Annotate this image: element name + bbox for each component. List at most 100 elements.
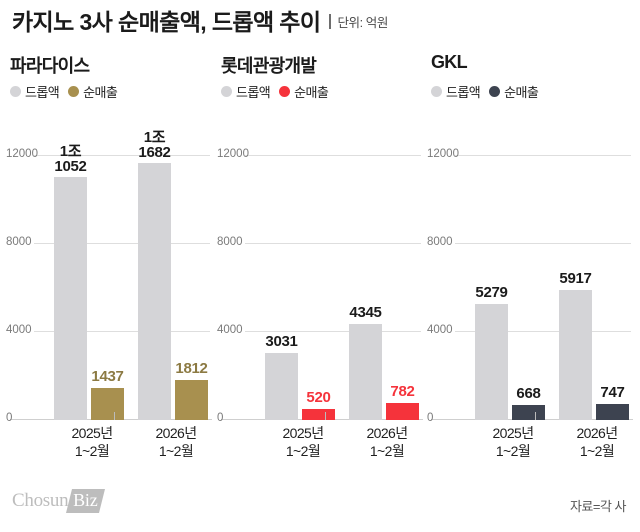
legend-label: 순매출 [294,85,329,100]
bar-net[interactable]: 520 [302,390,335,420]
bar-value-label: 5279 [475,284,508,301]
axis-tick-icon [325,412,326,420]
bar-drop[interactable]: 5279 [475,285,508,420]
legend-dot-icon [10,86,21,97]
legend-label: 순매출 [504,85,539,100]
bar-net[interactable]: 782 [386,384,419,420]
y-tick-label: 8000 [217,236,243,248]
bar-value-label: 1조 1052 [54,143,87,175]
bar-drop[interactable]: 3031 [265,334,298,420]
gridline-12000 [34,155,210,156]
x-label-2025: 2025년 1~2월 [282,425,324,459]
x-label-2026: 2026년 1~2월 [366,425,408,459]
legend: 드롭액 순매출 [10,82,118,101]
bar-value-label: 782 [390,383,415,400]
chart-panels: 파라다이스 드롭액 순매출 12000 8000 4000 0 [0,52,640,472]
bar-value-label: 520 [306,389,331,406]
bar-drop[interactable]: 4345 [349,305,382,420]
bar-value-label: 747 [600,384,625,401]
unit-annotation: 단위: 억원 [329,12,388,31]
y-tick-label: 12000 [217,148,249,160]
bar-group-2025: 5279 668 [475,155,551,420]
x-axis-labels: 2025년 1~2월 2026년 1~2월 [455,424,631,468]
bar-group-2026: 5917 747 [559,155,635,420]
gridline-4000 [455,331,631,332]
legend-item-net: 순매출 [279,82,329,101]
x-label-2025: 2025년 1~2월 [71,425,113,459]
bar-net[interactable]: 1437 [91,369,124,420]
y-tick-label: 4000 [217,324,243,336]
axis-tick-icon [535,412,536,420]
y-tick-label: 8000 [6,236,32,248]
bar-value-label: 668 [516,385,541,402]
bar-net[interactable]: 1812 [175,361,208,420]
legend-label: 드롭액 [236,85,271,100]
legend-item-drop: 드롭액 [221,82,271,101]
bar-drop[interactable]: 1조 1052 [54,144,87,420]
bar-groups: 5279 668 5917 747 [455,155,631,420]
chart-panel-paradise: 파라다이스 드롭액 순매출 12000 8000 4000 0 [4,52,214,472]
page-title: 카지노 3사 순매출액, 드롭액 추이 [12,9,321,35]
x-label-2026: 2026년 1~2월 [155,425,197,459]
bar-value-label: 1812 [175,360,208,377]
gridline-8000 [34,243,210,244]
bar-value-label: 3031 [265,333,298,350]
legend-label: 순매출 [83,85,118,100]
gridline-8000 [245,243,421,244]
chart-panel-gkl: GKL 드롭액 순매출 12000 8000 4000 0 52 [425,52,635,472]
x-label-2025: 2025년 1~2월 [492,425,534,459]
unit-divider-icon [329,14,332,29]
bar-groups: 1조 1052 1437 1조 1682 1812 [34,130,210,420]
legend-dot-icon [431,86,442,97]
plot-area: 12000 8000 4000 0 5279 668 5917 [425,130,635,424]
panel-title: 롯데관광개발 [221,56,317,76]
y-tick-label: 4000 [427,324,453,336]
legend-dot-icon [489,86,501,97]
bar-value-label: 5917 [559,270,592,287]
x-label-2026: 2026년 1~2월 [576,425,618,459]
bar-net[interactable]: 747 [596,385,629,420]
legend: 드롭액 순매출 [221,82,329,101]
x-axis-labels: 2025년 1~2월 2026년 1~2월 [34,424,210,468]
y-tick-label: 12000 [427,148,459,160]
gridline-12000 [245,155,421,156]
y-tick-label: 0 [427,412,434,424]
axis-tick-icon [114,412,115,420]
legend-item-drop: 드롭액 [10,82,60,101]
legend-item-drop: 드롭액 [431,82,481,101]
logo-biz-text: Biz [73,490,98,510]
legend-label: 드롭액 [25,85,60,100]
bar-group-2026: 4345 782 [349,155,425,420]
bar-drop[interactable]: 1조 1682 [138,130,171,420]
chosunbiz-logo: Chosun Biz [12,489,106,513]
legend-dot-icon [279,86,291,97]
x-axis-labels: 2025년 1~2월 2026년 1~2월 [245,424,421,468]
legend-item-net: 순매출 [489,82,539,101]
bar-groups: 3031 520 4345 782 [245,155,421,420]
y-tick-label: 4000 [6,324,32,336]
gridline-4000 [245,331,421,332]
bar-drop[interactable]: 5917 [559,271,592,420]
bar-group-2025: 1조 1052 1437 [54,144,130,420]
panel-title: GKL [431,52,468,72]
source-note: 자료=각 사 [569,499,627,514]
panel-title: 파라다이스 [10,56,90,76]
bar-value-label: 1조 1682 [138,129,171,161]
legend-dot-icon [221,86,232,97]
plot-area: 12000 8000 4000 0 3031 520 4345 [215,130,425,424]
bar-value-label: 1437 [91,368,124,385]
gridline-4000 [34,331,210,332]
bar-group-2026: 1조 1682 1812 [138,130,214,420]
legend: 드롭액 순매출 [431,82,539,101]
bar-value-label: 4345 [349,304,382,321]
y-tick-label: 12000 [6,148,38,160]
bar-net[interactable]: 668 [512,386,545,420]
gridline-8000 [455,243,631,244]
bar-group-2025: 3031 520 [265,155,341,420]
chart-footer: Chosun Biz 자료=각 사 [0,476,640,532]
plot-area: 12000 8000 4000 0 1조 1052 1437 1조 1682 [4,130,214,424]
logo-chosun-text: Chosun [12,490,69,511]
logo-biz-box-icon: Biz [66,489,106,513]
y-tick-label: 0 [217,412,224,424]
gridline-12000 [455,155,631,156]
